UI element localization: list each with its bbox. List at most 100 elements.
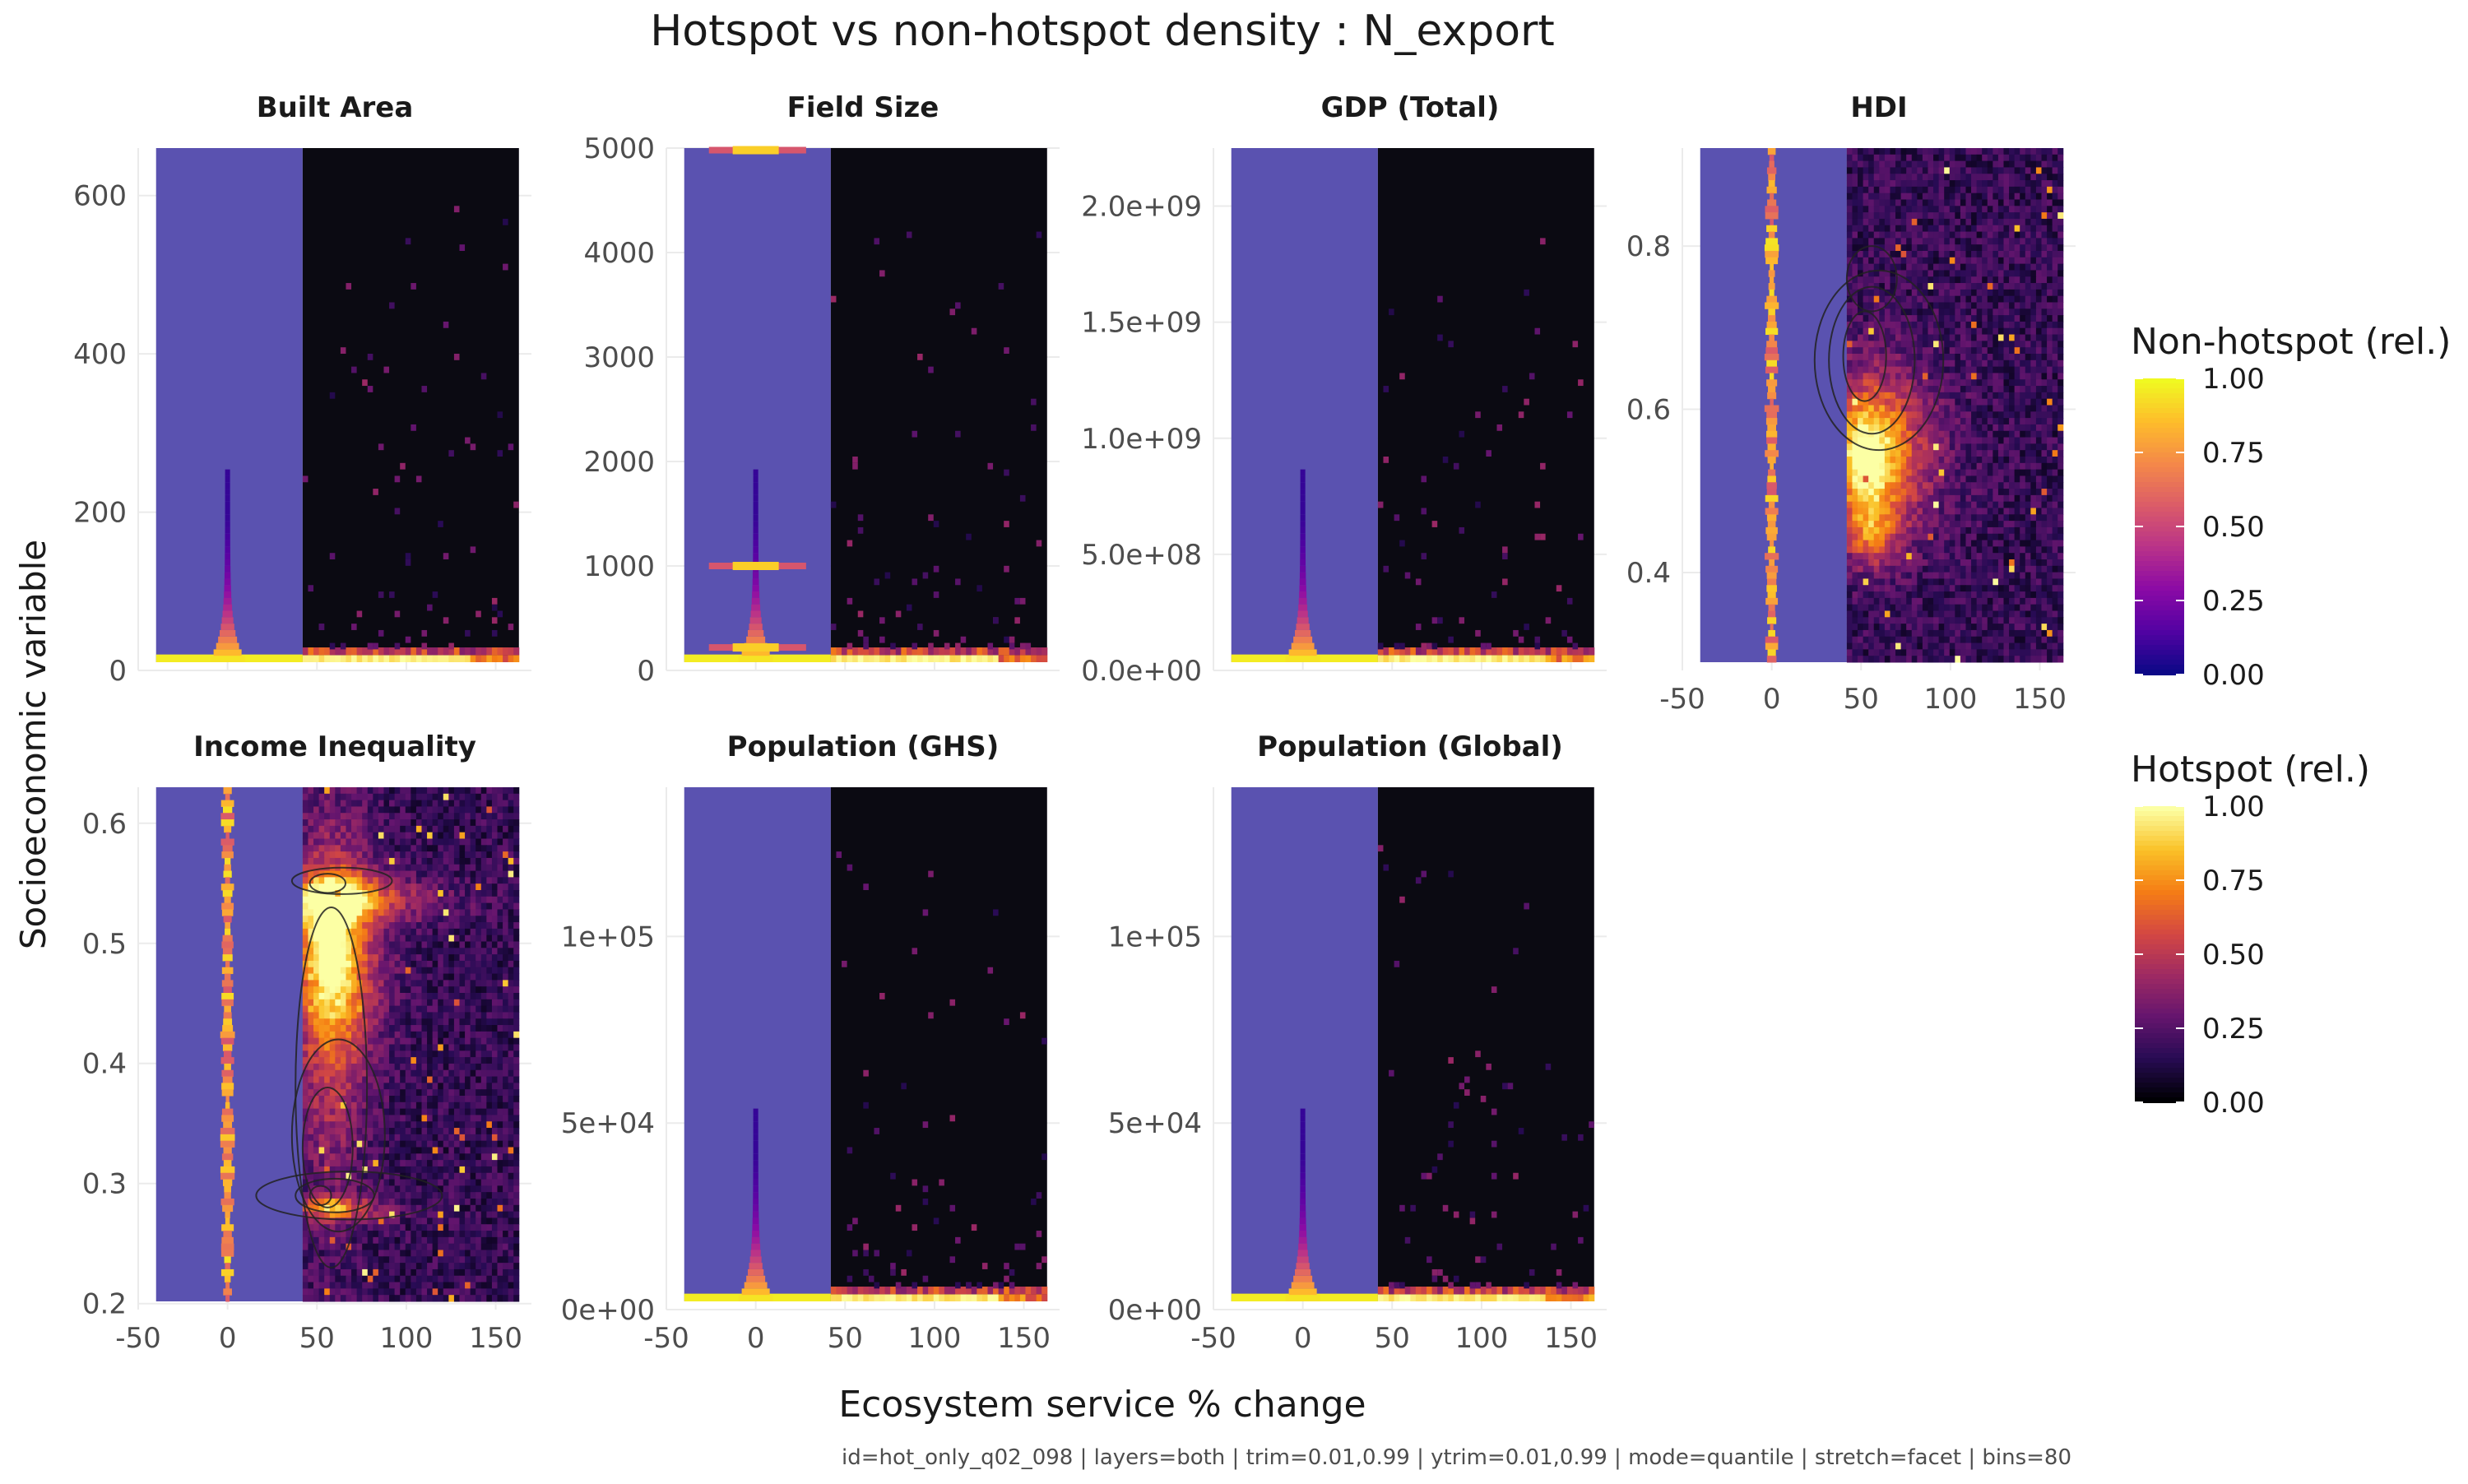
hotspot-bin	[2053, 296, 2058, 303]
hotspot-bin	[2025, 411, 2031, 418]
hotspot-bin	[1971, 475, 1977, 482]
hotspot-bin	[1923, 212, 1928, 219]
hotspot-bin	[2020, 514, 2025, 521]
hotspot-bin	[1971, 527, 1977, 534]
hotspot-bin	[471, 839, 476, 846]
hotspot-bin	[1901, 219, 1907, 225]
hotspot-bin	[443, 826, 449, 832]
hotspot-bin	[1971, 521, 1977, 527]
hotspot-bin	[1977, 605, 1983, 611]
hotspot-bin	[1965, 161, 1971, 168]
hotspot-bin	[1906, 308, 1912, 315]
hotspot-bin	[378, 845, 384, 851]
hotspot-bin	[433, 845, 438, 851]
hotspot-second-bin	[1004, 647, 1009, 655]
hotspot-bin	[1933, 161, 1939, 168]
hotspot-bin	[1971, 559, 1977, 566]
hotspot-bin	[1917, 347, 1923, 354]
hotspot-bin	[1988, 225, 1993, 232]
hotspot-bin	[1933, 212, 1939, 219]
hotspot-bin	[1901, 232, 1907, 239]
hotspot-bottom-bin	[1037, 655, 1042, 662]
hotspot-bin	[2047, 180, 2053, 187]
hotspot-bin	[1852, 585, 1858, 591]
hotspot-bin	[1868, 193, 1874, 200]
hotspot-bin	[1933, 328, 1939, 335]
hotspot-bin	[1977, 328, 1983, 335]
hotspot-bin	[2030, 470, 2036, 476]
hotspot-bin	[503, 929, 508, 935]
hotspot-bin	[2057, 148, 2063, 155]
hotspot-bin	[508, 794, 514, 800]
hotspot-bin	[2030, 534, 2036, 540]
hotspot-bin	[1890, 193, 1895, 200]
hotspot-bin	[1906, 341, 1912, 347]
hotspot-bin	[1928, 489, 1933, 495]
hotspot-bin	[1863, 598, 1869, 605]
hotspot-bin	[1917, 411, 1923, 418]
hotspot-bin	[2025, 418, 2031, 424]
hotspot-bin	[2025, 495, 2031, 502]
hotspot-sparse-bin	[1004, 566, 1009, 573]
hotspot-bin	[2015, 521, 2020, 527]
hotspot-bin	[2015, 367, 2020, 373]
hotspot-bin	[346, 903, 351, 910]
hotspot-sparse-bin	[498, 411, 503, 418]
hotspot-sparse-bin	[1378, 643, 1384, 650]
hotspot-bin	[1917, 174, 1923, 180]
hotspot-bin	[481, 897, 487, 903]
hotspot-bin	[1852, 418, 1858, 424]
hotspot-bin	[1977, 200, 1983, 206]
hotspot-bin	[1982, 406, 1988, 412]
hotspot-bin	[1906, 573, 1912, 579]
hotspot-bin	[1965, 392, 1971, 399]
hotspot-bin	[1982, 232, 1988, 239]
hotspot-bin	[1917, 238, 1923, 244]
x-tick-label: -50	[1659, 683, 1705, 716]
hotspot-bin	[341, 832, 346, 839]
hotspot-bin	[2057, 315, 2063, 322]
hotspot-bin	[1885, 161, 1890, 168]
hotspot-bin	[330, 897, 336, 903]
hotspot-bin	[1847, 534, 1853, 540]
hotspot-bin	[2036, 276, 2042, 283]
hotspot-sparse-bin	[395, 475, 401, 482]
nonhotspot-line-bin	[1768, 457, 1776, 463]
hotspot-bin	[1977, 656, 1983, 662]
hotspot-bin	[1912, 276, 1918, 283]
hotspot-bin	[2025, 270, 2031, 276]
hotspot-bin	[2057, 270, 2063, 276]
hotspot-bin	[1992, 482, 1998, 489]
hotspot-bin	[1906, 649, 1912, 656]
hotspot-bin	[1955, 367, 1960, 373]
nonhotspot-spike-bin	[753, 578, 759, 585]
hotspot-bin	[1906, 257, 1912, 264]
hotspot-bin	[1852, 225, 1858, 232]
hotspot-bin	[1944, 155, 1950, 161]
hotspot-bin	[454, 916, 460, 922]
nonhotspot-line-bin	[1768, 443, 1776, 450]
hotspot-bin	[1977, 418, 1983, 424]
hotspot-bin	[1923, 180, 1928, 187]
hotspot-bin	[1874, 200, 1880, 206]
hotspot-bin	[1901, 180, 1907, 187]
hotspot-bin	[368, 794, 373, 800]
hotspot-bin	[1944, 573, 1950, 579]
hotspot-bin	[1988, 155, 1993, 161]
hotspot-bin	[1912, 219, 1918, 225]
hotspot-sparse-bin	[972, 328, 977, 335]
hotspot-bin	[346, 909, 351, 916]
hotspot-bin	[1852, 546, 1858, 553]
hotspot-bin	[1901, 598, 1907, 605]
nonhotspot-line-bin	[1766, 418, 1777, 424]
hotspot-bin	[341, 935, 346, 942]
hotspot-sparse-bin	[1502, 578, 1508, 585]
hotspot-bin	[1928, 546, 1933, 553]
hotspot-bin	[1977, 322, 1983, 328]
hotspot-bin	[1890, 367, 1895, 373]
hotspot-bin	[2015, 283, 2020, 290]
hotspot-bin	[395, 832, 401, 839]
hotspot-bin	[400, 858, 406, 865]
hotspot-bin	[335, 851, 341, 858]
hotspot-sparse-bin	[443, 553, 449, 559]
